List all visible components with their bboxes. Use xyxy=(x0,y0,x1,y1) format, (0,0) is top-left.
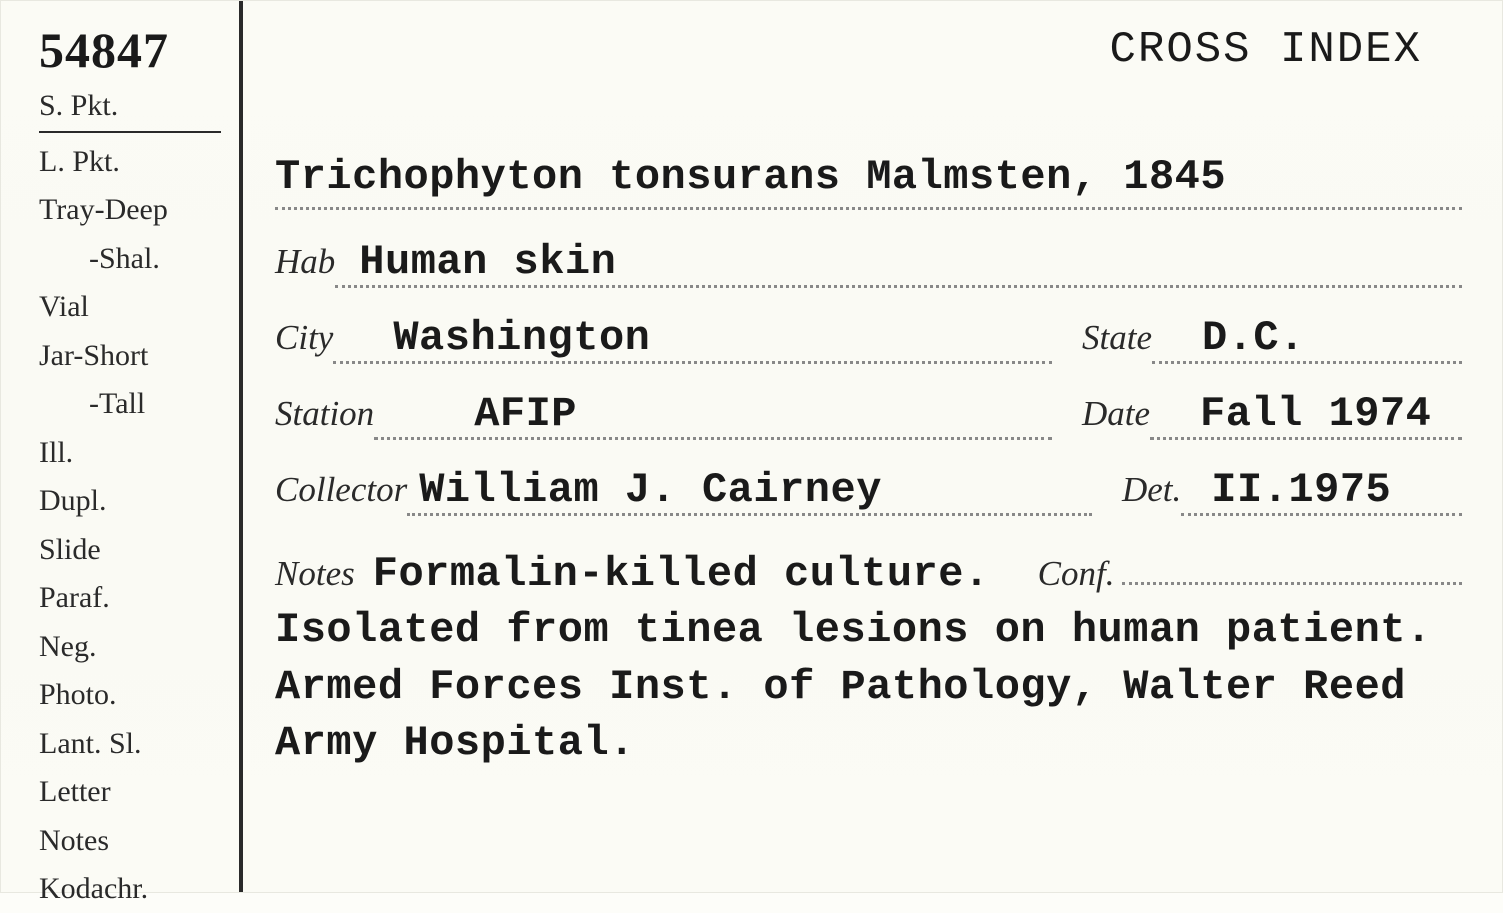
sidebar-item-vial: Vial xyxy=(39,284,221,331)
sidebar-item-slide: Slide xyxy=(39,527,221,574)
date-value: Fall 1974 xyxy=(1150,390,1431,438)
station-date-row: Station AFIP Date Fall 1974 xyxy=(275,390,1462,438)
species-name: Trichophyton tonsurans Malmsten, 1845 xyxy=(275,153,1462,201)
sidebar-item-tray-deep: Tray-Deep xyxy=(39,187,221,234)
notes-section: Notes Formalin-killed culture. Conf. Iso… xyxy=(275,550,1462,772)
hab-value: Human skin xyxy=(335,238,616,286)
sidebar-item-neg: Neg. xyxy=(39,624,221,671)
notes-continuation: Isolated from tinea lesions on human pat… xyxy=(275,602,1462,772)
index-card: 54847 S. Pkt. L. Pkt. Tray-Deep -Shal. V… xyxy=(0,0,1503,893)
city-state-row: City Washington State D.C. xyxy=(275,314,1462,362)
city-value: Washington xyxy=(333,314,650,362)
main-content: CROSS INDEX Trichophyton tonsurans Malms… xyxy=(243,1,1502,892)
sidebar-item-l-pkt: L. Pkt. xyxy=(39,139,221,186)
state-value: D.C. xyxy=(1152,314,1305,362)
sidebar: 54847 S. Pkt. L. Pkt. Tray-Deep -Shal. V… xyxy=(1,1,243,892)
hab-field-group: Hab Human skin xyxy=(275,238,1462,286)
station-value: AFIP xyxy=(374,390,577,438)
state-label: State xyxy=(1082,318,1152,358)
sidebar-item-shal: -Shal. xyxy=(39,236,221,283)
sidebar-item-jar-short: Jar-Short xyxy=(39,333,221,380)
city-label: City xyxy=(275,318,333,358)
notes-label: Notes xyxy=(275,554,355,594)
sidebar-item-lant-sl: Lant. Sl. xyxy=(39,721,221,768)
station-label: Station xyxy=(275,394,374,434)
sidebar-item-paraf: Paraf. xyxy=(39,575,221,622)
species-underline xyxy=(275,207,1462,210)
record-number: 54847 xyxy=(39,21,221,79)
sidebar-item-dupl: Dupl. xyxy=(39,478,221,525)
sidebar-item-s-pkt: S. Pkt. xyxy=(39,83,221,133)
collector-det-row: Collector William J. Cairney Det. II.197… xyxy=(275,466,1462,514)
sidebar-item-ill: Ill. xyxy=(39,430,221,477)
date-label: Date xyxy=(1082,394,1150,434)
collector-label: Collector xyxy=(275,470,407,510)
det-value: II.1975 xyxy=(1181,466,1391,514)
notes-value: Formalin-killed culture. xyxy=(355,550,990,598)
conf-underline xyxy=(1122,582,1462,585)
header-title: CROSS INDEX xyxy=(1110,25,1422,75)
sidebar-item-photo: Photo. xyxy=(39,672,221,719)
conf-label: Conf. xyxy=(1038,554,1115,594)
hab-label: Hab xyxy=(275,242,335,282)
sidebar-item-notes: Notes xyxy=(39,818,221,865)
sidebar-item-tall: -Tall xyxy=(39,381,221,428)
det-label: Det. xyxy=(1122,470,1181,510)
sidebar-item-letter: Letter xyxy=(39,769,221,816)
sidebar-item-kodachr: Kodachr. xyxy=(39,866,221,913)
collector-value: William J. Cairney xyxy=(407,466,882,514)
